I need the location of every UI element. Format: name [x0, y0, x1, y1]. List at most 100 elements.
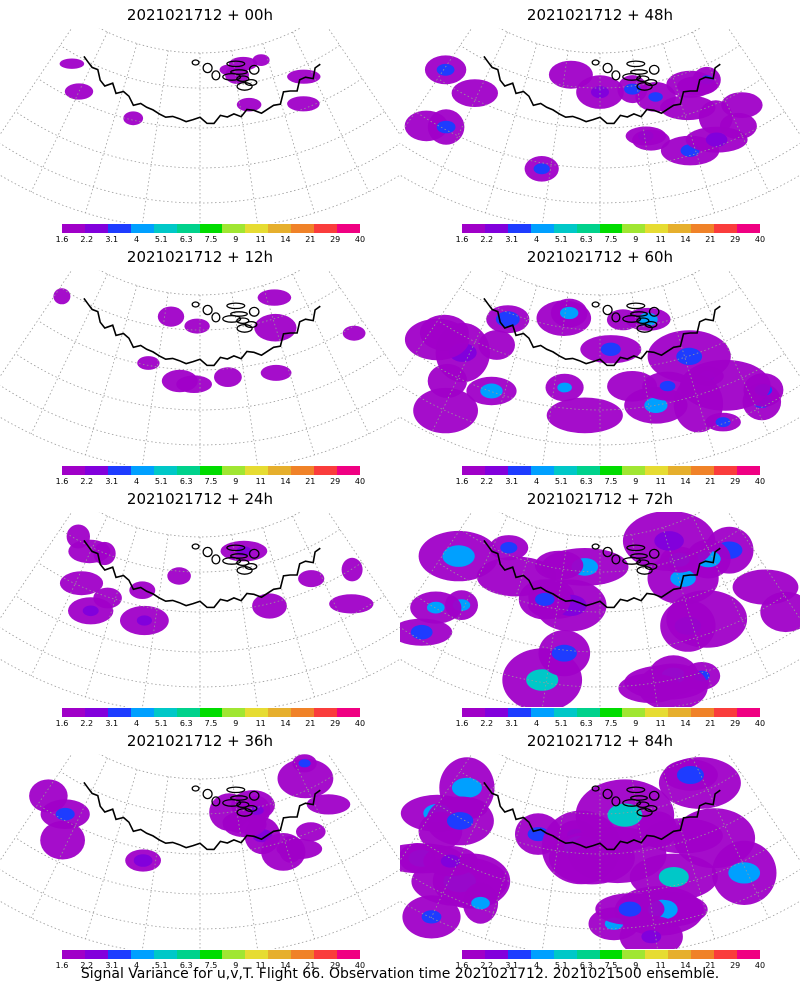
colorbar-swatch — [530, 708, 554, 717]
meridian — [430, 515, 508, 676]
variance-field — [404, 298, 784, 434]
meridian — [430, 757, 508, 918]
colorbar-swatch — [62, 950, 85, 959]
colorbar-swatch — [153, 466, 177, 475]
colorbar — [62, 950, 360, 959]
colorbar-tick-label: 4 — [533, 961, 540, 970]
island-outline — [230, 795, 248, 801]
colorbar-tick-label: 40 — [354, 235, 366, 244]
meridian — [631, 534, 658, 707]
coastline — [483, 781, 721, 851]
colorbar-tick-label: 2.2 — [80, 477, 94, 486]
variance-blob — [287, 69, 321, 84]
island-outline — [630, 553, 648, 559]
colorbar-tick-label: 1.6 — [55, 235, 69, 244]
colorbar-tick-label: 6.3 — [179, 477, 193, 486]
colorbar-swatch — [314, 466, 338, 475]
colorbar-swatch — [737, 224, 760, 233]
colorbar-swatch — [62, 466, 85, 475]
colorbar-swatch — [222, 466, 246, 475]
variance-core — [728, 862, 761, 884]
graticule — [0, 754, 400, 949]
colorbar-swatch — [222, 950, 246, 959]
colorbar-tick-label: 1.6 — [455, 719, 469, 728]
colorbar-tick-label: 11 — [255, 719, 266, 728]
variance-blob — [632, 129, 670, 151]
colorbar-swatch — [484, 466, 508, 475]
colorbar-swatch — [553, 708, 577, 717]
colorbar — [462, 708, 760, 717]
colorbar-swatch — [530, 950, 554, 959]
meridian — [30, 757, 108, 918]
island-outline — [226, 786, 246, 794]
colorbar-tick-label: 40 — [754, 235, 766, 244]
colorbar-tick-label: 21 — [705, 235, 716, 244]
arctic-islands — [191, 543, 260, 575]
variance-field — [29, 754, 351, 872]
colorbar-tick-label: 4 — [133, 961, 140, 970]
latitude-circle — [459, 286, 741, 331]
colorbar-swatch — [130, 224, 154, 233]
coastline — [83, 539, 321, 609]
colorbar-tick-label: 21 — [705, 719, 716, 728]
graticule — [0, 28, 400, 223]
arctic-islands — [191, 785, 260, 817]
variance-core — [560, 306, 579, 320]
island-outline — [644, 78, 658, 87]
meridian — [327, 28, 400, 136]
colorbar-swatch — [484, 708, 508, 717]
colorbar-tick-label: 40 — [754, 719, 766, 728]
colorbar-swatch — [530, 466, 554, 475]
variance-blob — [157, 306, 185, 327]
colorbar-swatch — [691, 466, 715, 475]
island-outline — [211, 312, 221, 323]
colorbar-tick-label: 3.1 — [105, 961, 119, 970]
variance-blob — [329, 594, 374, 614]
island-outline — [591, 543, 600, 550]
colorbar-swatch — [530, 224, 554, 233]
colorbar-tick-label: 9 — [233, 477, 239, 486]
colorbar-tick-label: 21 — [705, 961, 716, 970]
colorbar-tick-label: 1.6 — [455, 961, 469, 970]
meridian — [327, 754, 400, 862]
island-outline — [622, 72, 642, 81]
island-outline — [222, 314, 242, 323]
colorbar-tick-label: 40 — [754, 961, 766, 970]
variance-blob — [260, 364, 292, 381]
colorbar-tick-label: 14 — [680, 719, 691, 728]
colorbar-swatch — [737, 466, 760, 475]
island-outline — [244, 320, 258, 329]
meridian — [292, 31, 370, 192]
colorbar-tick-label: 6.3 — [179, 719, 193, 728]
variance-blob — [721, 92, 763, 118]
meridian — [692, 31, 770, 192]
island-outline — [591, 301, 600, 308]
variance-core — [600, 342, 621, 356]
island-outline — [236, 801, 250, 809]
island-outline — [602, 62, 613, 74]
panel-title: 2021021712 + 00h — [126, 6, 274, 24]
variance-core — [446, 812, 474, 830]
panel-title: 2021021712 + 12h — [126, 248, 274, 266]
colorbar-swatch — [291, 950, 315, 959]
variance-core — [648, 92, 663, 102]
latitude-circle — [0, 384, 400, 446]
latitude-circle — [59, 770, 341, 815]
island-outline — [648, 64, 660, 75]
colorbar-tick-label: 6.3 — [579, 719, 593, 728]
island-outline — [611, 312, 621, 323]
meridian — [727, 754, 800, 862]
map-panel-left-1: 2021021712 + 00h 1.6 2.2 3.1 4 5.1 6.3 7.5 9 11 14… — [0, 0, 400, 245]
island-outline — [248, 306, 260, 317]
variance-field — [400, 757, 777, 949]
colorbar-swatch — [668, 708, 692, 717]
colorbar-swatch — [62, 708, 85, 717]
colorbar-swatch — [107, 224, 131, 233]
meridian — [485, 769, 538, 940]
variance-core — [551, 644, 577, 662]
variance-blob — [287, 96, 320, 112]
colorbar-tick-label: 3.1 — [505, 719, 519, 728]
colorbar-tick-label: 5.1 — [554, 477, 568, 486]
latitude-circle — [459, 44, 741, 89]
meridian — [142, 292, 169, 465]
